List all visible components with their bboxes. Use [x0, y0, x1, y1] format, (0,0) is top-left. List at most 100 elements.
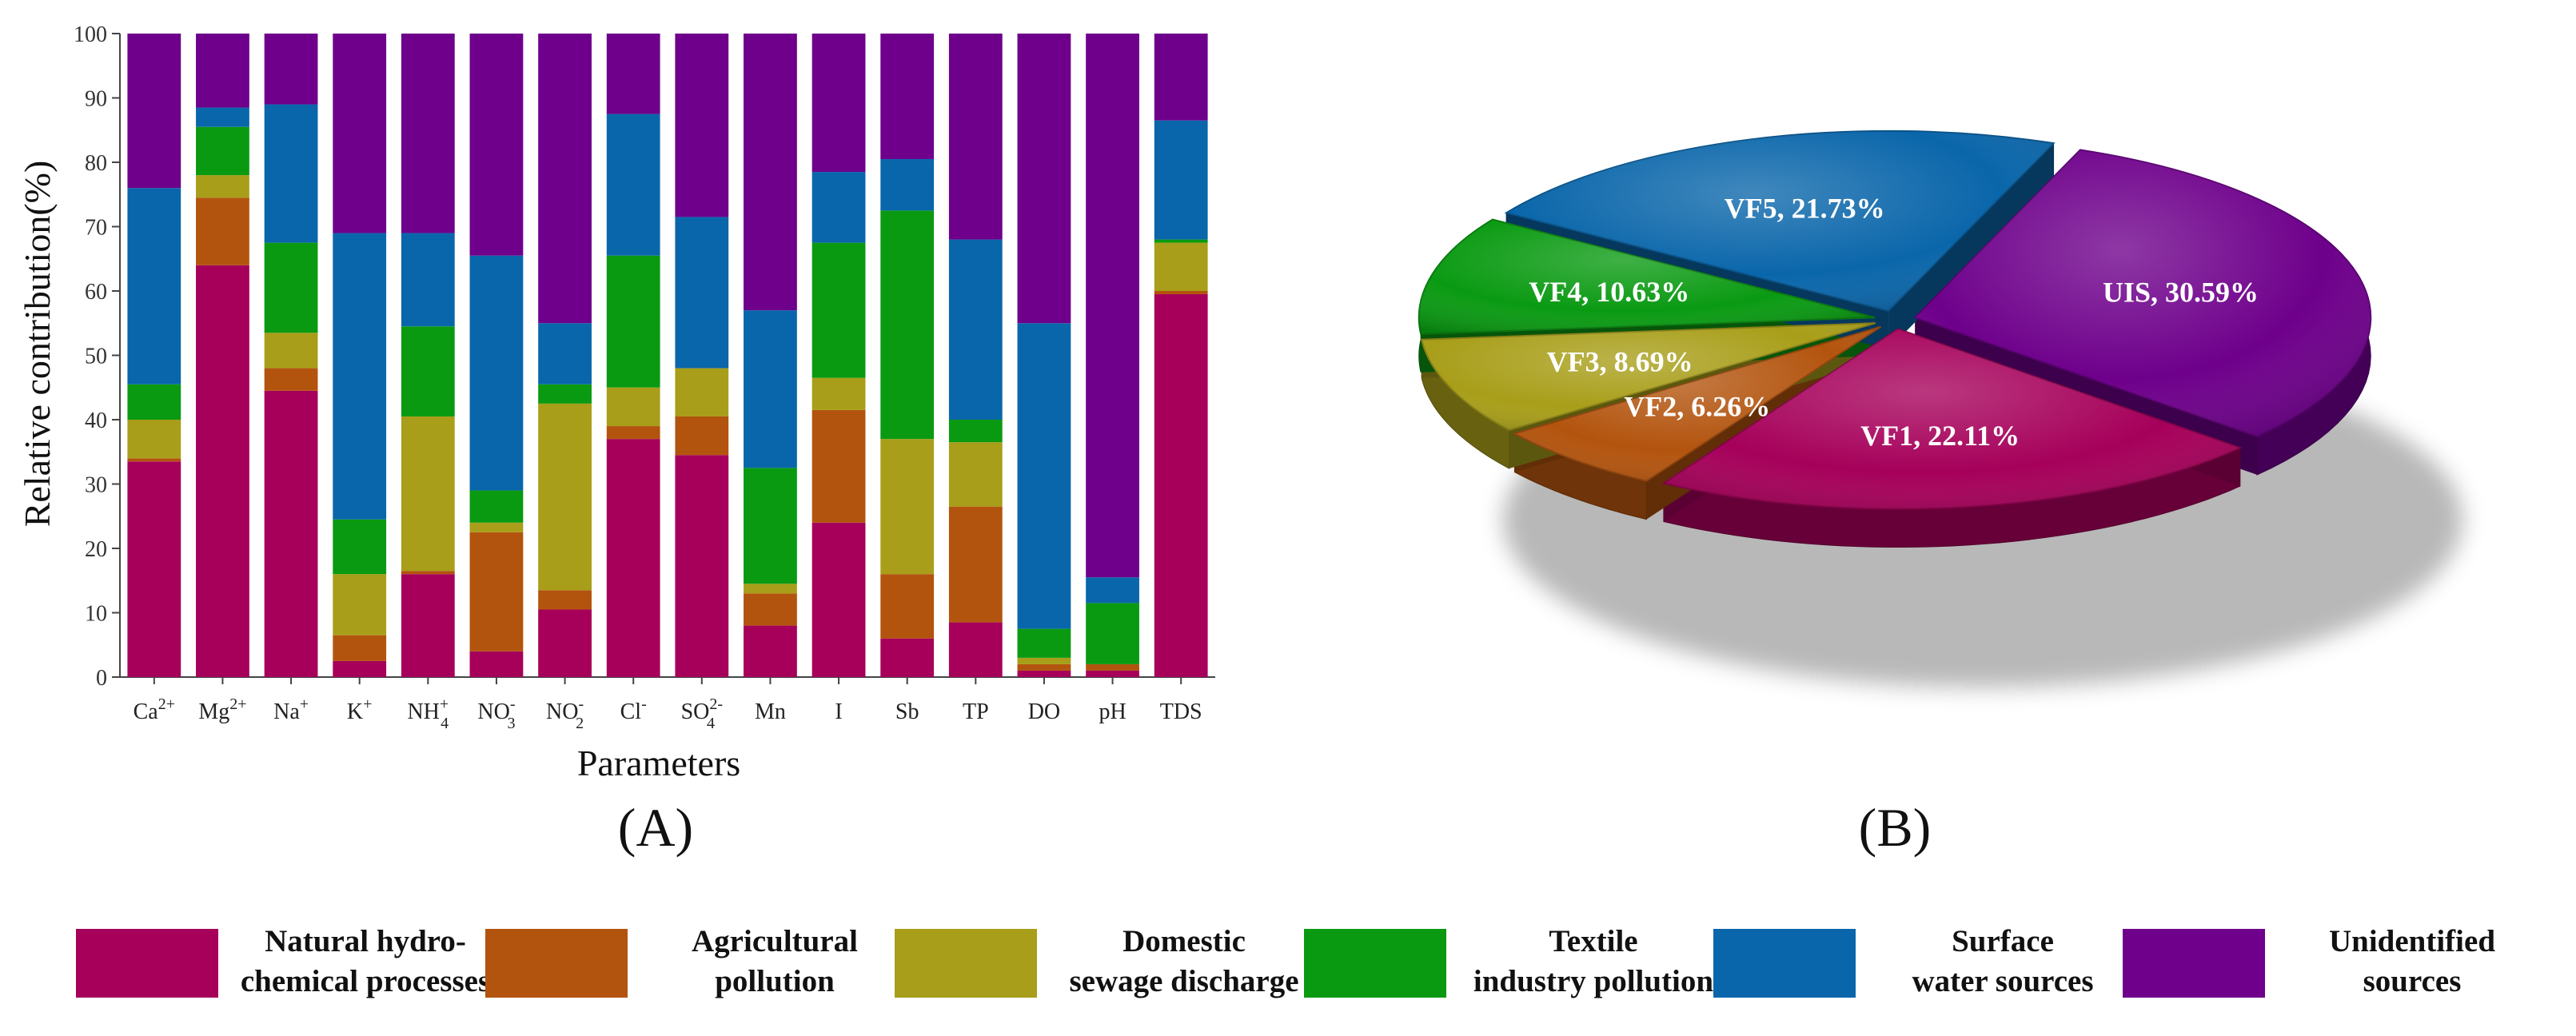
bar-segment-textile — [1017, 628, 1071, 658]
legend-swatch — [1713, 929, 1856, 998]
bar-stack — [880, 34, 935, 677]
y-tick-label: 0 — [96, 666, 107, 691]
stacked-bar-chart: 0 10 20 30 40 50 60 70 80 90 100 Ca2+ Mg2+ Na+ K+ NH+ 4… — [17, 22, 1215, 858]
bar-segment-agricultural — [744, 593, 797, 626]
legend-item-unidentified: Unidentified sources — [2123, 924, 2495, 998]
x-tick-label: TDS — [1160, 699, 1202, 724]
bar-segment-agricultural — [127, 458, 181, 462]
x-tick-label: NH+ 4 — [407, 695, 449, 732]
pie-label-uis: UIS, 30.59% — [2103, 276, 2259, 308]
pie-label-vf1: VF1, 22.11% — [1860, 420, 2020, 452]
pie-slices — [1418, 130, 2372, 510]
bar-segment-domestic — [333, 574, 387, 636]
bar-marks — [127, 34, 1208, 677]
panel-label-b: (B) — [1859, 797, 1932, 858]
x-tick-label: NO-3 — [477, 695, 515, 732]
bar-segment-surface — [948, 239, 1003, 420]
bar-segment-agricultural — [811, 409, 866, 523]
bar-segment-domestic — [538, 403, 592, 591]
bar-segment-natural — [744, 625, 797, 677]
y-tick-label: 80 — [85, 151, 107, 176]
bar-segment-unidentified — [1086, 34, 1139, 578]
bar-stack — [744, 34, 797, 677]
x-axis-title: Parameters — [577, 743, 740, 783]
bar-segment-unidentified — [333, 34, 387, 233]
bar-segment-domestic — [1017, 657, 1071, 664]
bar-segment-domestic — [811, 377, 866, 410]
x-tick-label: DO — [1028, 699, 1060, 724]
bar-segment-surface — [1086, 577, 1139, 604]
legend-label-line2: chemical processes — [241, 964, 490, 998]
bar-segment-natural — [1017, 670, 1071, 677]
y-tick-label: 70 — [85, 216, 107, 241]
bar-segment-textile — [1154, 239, 1208, 243]
y-tick-label: 50 — [85, 345, 107, 369]
bar-segment-surface — [333, 233, 387, 520]
x-tick-label: SO2-4 — [681, 695, 723, 732]
y-axis-title: Relative contribution(%) — [17, 161, 58, 528]
pie-slice-highlight — [1418, 219, 1875, 334]
legend-label-line2: pollution — [715, 964, 835, 998]
bar-segment-surface — [1017, 323, 1071, 629]
x-tick-label: K+ — [347, 695, 373, 724]
x-tick-label: Na+ — [273, 695, 309, 724]
bar-stack — [333, 34, 387, 677]
bar-segment-agricultural — [1017, 663, 1071, 671]
bar-segment-textile — [333, 519, 387, 575]
pie-slice-highlight — [1422, 323, 1876, 431]
bar-segment-textile — [880, 210, 935, 440]
bar-segment-natural — [127, 461, 181, 677]
bar-segment-surface — [196, 107, 249, 127]
y-tick-label: 30 — [85, 473, 107, 498]
legend-swatch — [76, 929, 218, 998]
bar-segment-agricultural — [333, 635, 387, 661]
bar-segment-surface — [469, 255, 524, 491]
bar-segment-surface — [127, 188, 181, 385]
bar-segment-textile — [744, 468, 797, 584]
legend-swatch — [2123, 929, 2265, 998]
pie-label-vf2: VF2, 6.26% — [1624, 391, 1770, 423]
x-tick-label: pH — [1099, 699, 1126, 724]
legend-label-line1: Natural hydro- — [265, 924, 466, 958]
pie-slice-highlight — [1506, 130, 2054, 311]
bar-segment-domestic — [469, 522, 524, 532]
bar-segment-textile — [127, 384, 181, 420]
bar-segment-agricultural — [401, 571, 455, 575]
legend: Natural hydro-chemical processesAgricult… — [76, 924, 2495, 998]
bar-segment-textile — [196, 126, 249, 176]
x-tick-label: Sb — [895, 699, 919, 724]
legend-label-line1: Domestic — [1123, 924, 1246, 958]
legend-item-natural: Natural hydro-chemical processes — [76, 924, 490, 998]
pie-slice-highlight — [1915, 149, 2371, 436]
x-tick-label: TP — [963, 699, 989, 724]
bar-segment-unidentified — [1017, 34, 1071, 324]
legend-swatch — [485, 929, 628, 998]
legend-item-agricultural: Agricultural pollution — [485, 924, 858, 998]
pie-slice-highlight — [1663, 329, 2240, 509]
bar-segment-unidentified — [1154, 34, 1208, 121]
bar-stack — [948, 34, 1003, 677]
y-tick-label: 90 — [85, 87, 107, 112]
legend-item-surface: Surface water sources — [1713, 924, 2094, 998]
bar-segment-natural — [469, 651, 524, 677]
bar-stack — [811, 34, 866, 677]
bar-segment-agricultural — [606, 426, 660, 440]
bar-segment-natural — [264, 390, 318, 677]
bar-segment-natural — [538, 609, 592, 677]
bar-stack — [264, 34, 318, 677]
bar-segment-textile — [401, 326, 455, 416]
y-tick-label: 10 — [85, 602, 107, 627]
bar-stack — [401, 34, 455, 677]
bar-segment-domestic — [196, 175, 249, 198]
x-tick-label: Mg2+ — [198, 695, 246, 724]
bar-segment-textile — [264, 242, 318, 333]
bar-segment-surface — [401, 233, 455, 327]
legend-label-line1: Surface — [1952, 924, 2054, 958]
pie-slice-labels: UIS, 30.59% VF1, 22.11% VF2, 6.26% VF3, 8.6… — [1529, 192, 2259, 452]
bar-segment-textile — [948, 420, 1003, 443]
bar-segment-domestic — [744, 584, 797, 594]
bar-segment-agricultural — [196, 197, 249, 265]
bar-segment-domestic — [1154, 242, 1208, 291]
